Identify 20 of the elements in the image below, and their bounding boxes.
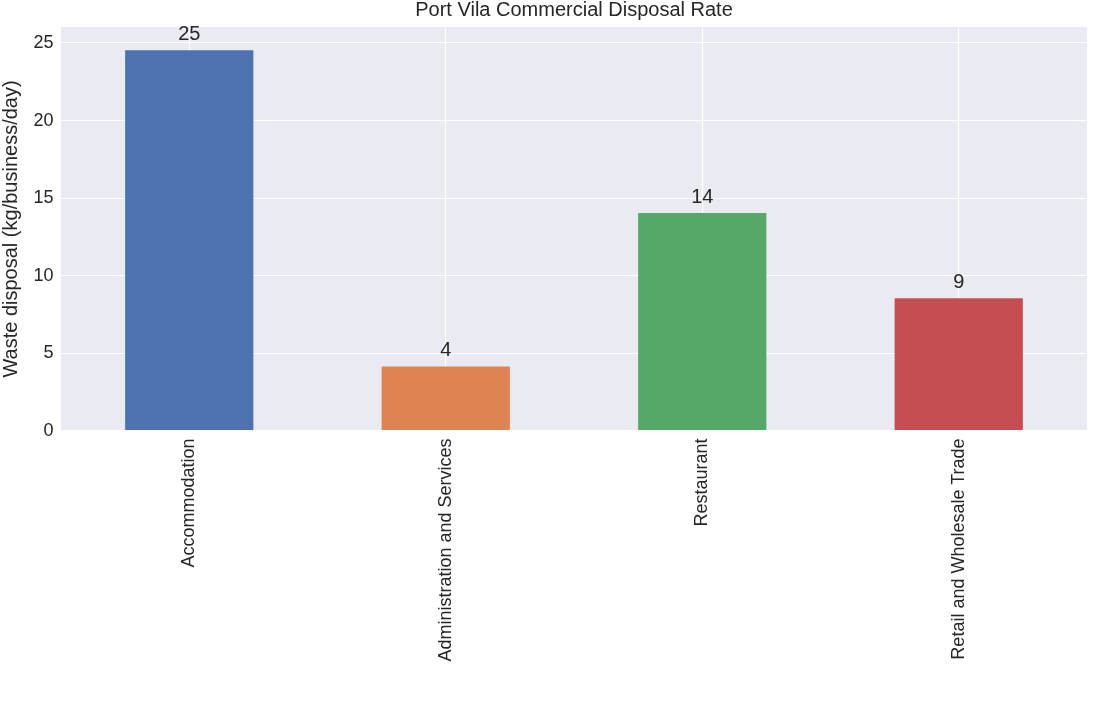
y-tick-label: 5 bbox=[43, 342, 54, 362]
bar bbox=[638, 213, 767, 430]
data-label: 25 bbox=[178, 22, 201, 45]
data-label: 14 bbox=[691, 185, 714, 207]
x-tick-label: Restaurant bbox=[691, 438, 712, 527]
y-tick-label: 25 bbox=[33, 32, 54, 52]
y-axis-title: Waste disposal (kg/business/day) bbox=[0, 80, 22, 378]
bar bbox=[381, 366, 510, 430]
chart-title: Port Vila Commercial Disposal Rate bbox=[415, 0, 733, 21]
y-tick-label: 10 bbox=[33, 264, 54, 285]
bar bbox=[894, 298, 1023, 430]
y-tick-label: 15 bbox=[33, 187, 54, 207]
bar bbox=[125, 50, 254, 430]
data-label: 4 bbox=[440, 338, 452, 361]
data-label: 9 bbox=[953, 270, 965, 293]
y-tick-label: 20 bbox=[33, 109, 54, 130]
x-tick-label: Accommodation bbox=[178, 438, 199, 568]
x-tick-label: Administration and Services bbox=[434, 438, 455, 662]
x-tick-label: Retail and Wholesale Trade bbox=[947, 438, 968, 660]
y-tick-label: 0 bbox=[43, 419, 54, 440]
